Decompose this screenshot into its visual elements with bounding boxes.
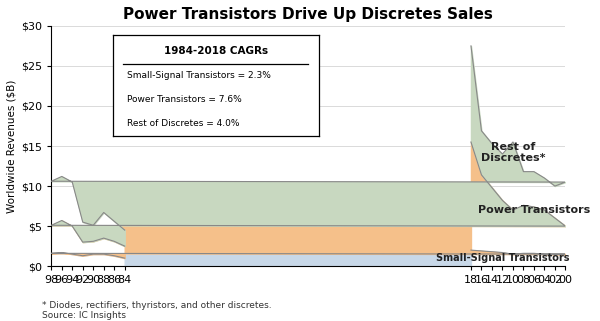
Text: * Diodes, rectifiers, thyristors, and other discretes.: * Diodes, rectifiers, thyristors, and ot… bbox=[42, 301, 272, 310]
Text: Small-Signal Transistors: Small-Signal Transistors bbox=[436, 253, 569, 263]
Title: Power Transistors Drive Up Discretes Sales: Power Transistors Drive Up Discretes Sal… bbox=[124, 7, 493, 22]
Text: Power Transistors: Power Transistors bbox=[478, 205, 590, 215]
Text: Rest of
Discretes*: Rest of Discretes* bbox=[481, 142, 545, 163]
Y-axis label: Worldwide Revenues ($B): Worldwide Revenues ($B) bbox=[7, 79, 17, 213]
Text: Source: IC Insights: Source: IC Insights bbox=[42, 311, 126, 320]
